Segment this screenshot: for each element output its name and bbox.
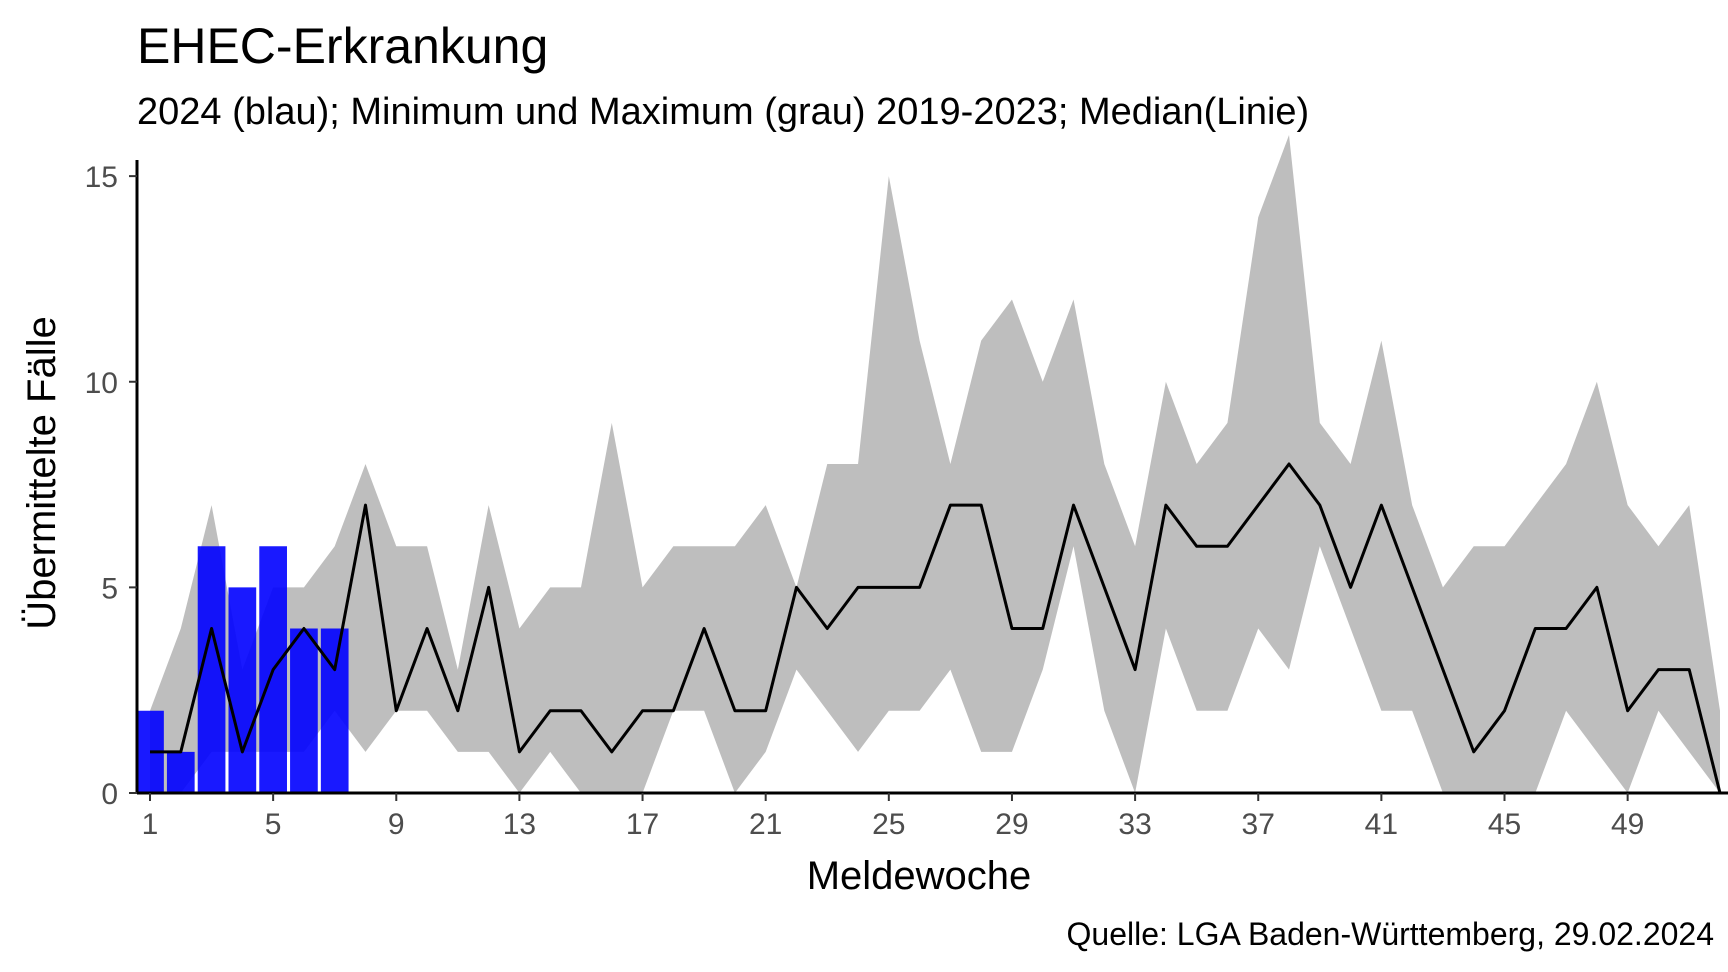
x-tick-label-37: 37 [1242, 808, 1275, 841]
x-tick-label-17: 17 [626, 808, 659, 841]
bar-week-4 [228, 587, 257, 793]
x-tick-label-29: 29 [995, 808, 1028, 841]
chart-caption: Quelle: LGA Baden-Württemberg, 29.02.202… [1066, 916, 1715, 952]
x-tick-label-5: 5 [265, 808, 282, 841]
median-layer [150, 462, 1722, 794]
y-tick-label-10: 10 [85, 367, 118, 400]
x-tick-label-45: 45 [1488, 808, 1521, 841]
x-axis-label: Meldewoche [806, 854, 1032, 898]
x-tick-label-9: 9 [388, 808, 405, 841]
chart-title: EHEC-Erkrankung [137, 18, 549, 74]
min-max-range-area [150, 135, 1720, 793]
x-tick-label-1: 1 [142, 808, 159, 841]
range-layer [150, 135, 1720, 793]
x-tick-label-33: 33 [1118, 808, 1151, 841]
x-tick-label-25: 25 [872, 808, 905, 841]
x-tick-label-13: 13 [503, 808, 536, 841]
y-tick-label-15: 15 [85, 161, 118, 194]
bar-week-6 [290, 628, 318, 793]
y-tick-label-0: 0 [101, 778, 118, 811]
x-tick-label-41: 41 [1365, 808, 1398, 841]
x-tick-label-49: 49 [1611, 808, 1644, 841]
bar-week-7 [320, 628, 349, 793]
bar-week-2 [166, 751, 195, 793]
y-tick-label-5: 5 [101, 572, 118, 605]
median-line [150, 462, 1722, 794]
chart-subtitle: 2024 (blau); Minimum und Maximum (grau) … [137, 91, 1310, 133]
x-tick-label-21: 21 [749, 808, 782, 841]
